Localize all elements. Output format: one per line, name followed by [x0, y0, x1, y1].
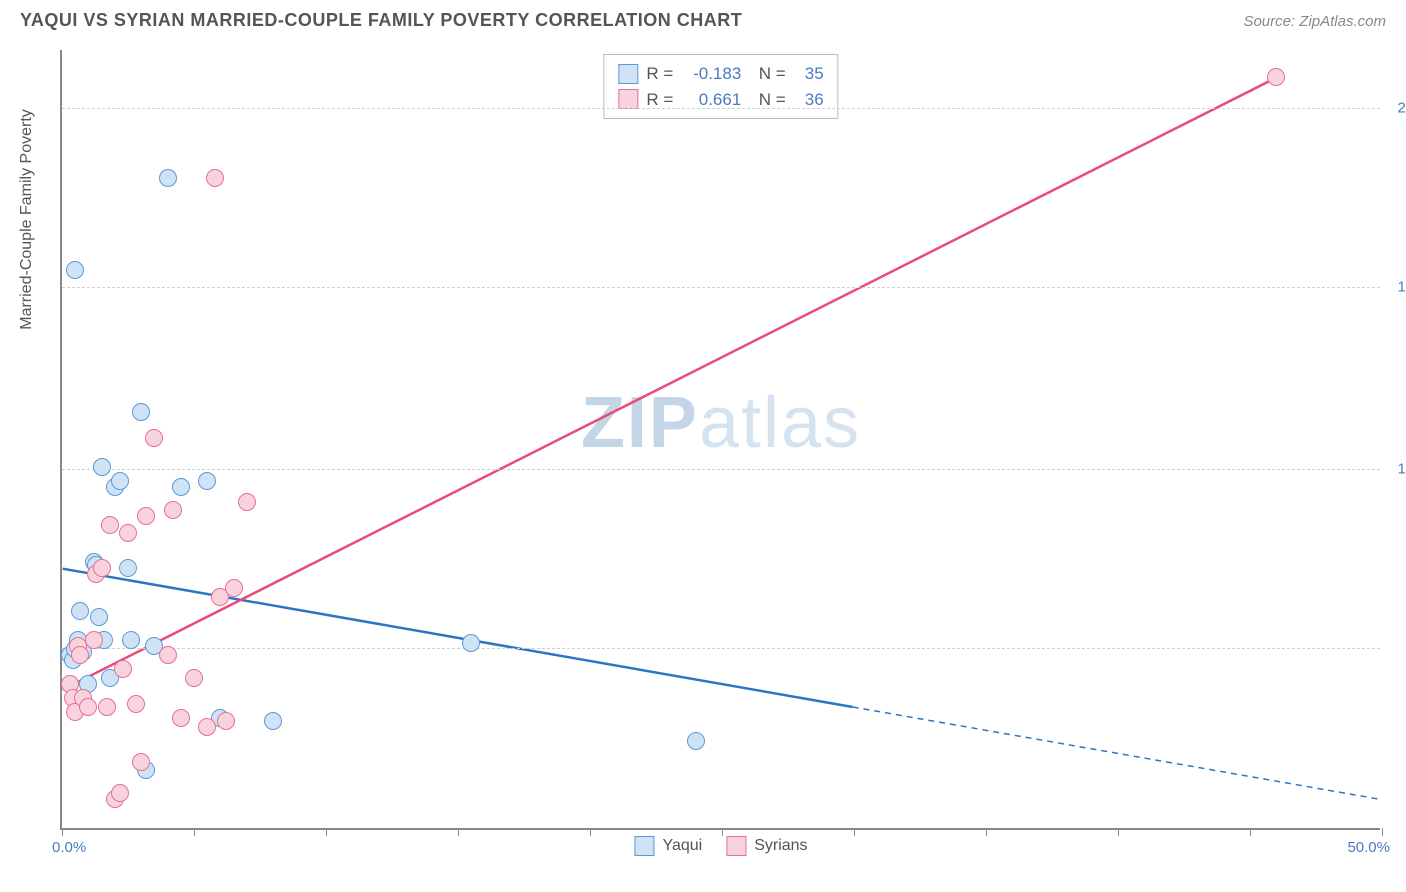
data-point	[119, 559, 137, 577]
data-point	[90, 608, 108, 626]
x-tick	[62, 828, 63, 836]
data-point	[119, 524, 137, 542]
data-point	[145, 429, 163, 447]
data-point	[127, 695, 145, 713]
data-point	[185, 669, 203, 687]
watermark: ZIPatlas	[581, 382, 861, 464]
x-tick	[722, 828, 723, 836]
legend-row-yaqui: R = -0.183 N = 35	[618, 61, 823, 87]
data-point	[122, 631, 140, 649]
plot-area: ZIPatlas R = -0.183 N = 35 R = 0.661 N =…	[60, 50, 1380, 830]
data-point	[111, 472, 129, 490]
data-point	[132, 753, 150, 771]
x-tick	[1250, 828, 1251, 836]
data-point	[111, 784, 129, 802]
r-value-yaqui: -0.183	[681, 61, 741, 87]
trend-line	[63, 79, 1274, 690]
chart-header: YAQUI VS SYRIAN MARRIED-COUPLE FAMILY PO…	[0, 0, 1406, 39]
data-point	[137, 507, 155, 525]
x-tick-label-max: 50.0%	[1347, 839, 1390, 856]
data-point	[85, 631, 103, 649]
data-point	[159, 646, 177, 664]
legend-item-syrians: Syrians	[726, 836, 807, 856]
correlation-legend: R = -0.183 N = 35 R = 0.661 N = 36	[603, 54, 838, 119]
gridline	[62, 469, 1380, 470]
x-tick	[458, 828, 459, 836]
n-value-yaqui: 35	[794, 61, 824, 87]
series-legend: Yaqui Syrians	[634, 836, 807, 856]
x-tick	[1382, 828, 1383, 836]
chart-title: YAQUI VS SYRIAN MARRIED-COUPLE FAMILY PO…	[20, 10, 742, 31]
watermark-light: atlas	[699, 383, 861, 463]
x-tick	[194, 828, 195, 836]
data-point	[98, 698, 116, 716]
x-tick	[326, 828, 327, 836]
data-point	[132, 403, 150, 421]
watermark-bold: ZIP	[581, 383, 699, 463]
x-tick-label-min: 0.0%	[52, 839, 86, 856]
data-point	[225, 579, 243, 597]
y-tick-label: 18.8%	[1385, 278, 1406, 295]
data-point	[198, 472, 216, 490]
trend-line	[63, 569, 853, 707]
data-point	[114, 660, 132, 678]
y-axis-label: Married-Couple Family Poverty	[18, 109, 36, 330]
data-point	[66, 261, 84, 279]
data-point	[172, 478, 190, 496]
data-point	[462, 634, 480, 652]
gridline	[62, 108, 1380, 109]
data-point	[198, 718, 216, 736]
data-point	[172, 709, 190, 727]
y-tick-label: 25.0%	[1385, 99, 1406, 116]
legend-item-yaqui: Yaqui	[634, 836, 702, 856]
legend-label-yaqui: Yaqui	[662, 837, 702, 855]
data-point	[687, 732, 705, 750]
legend-label-syrians: Syrians	[754, 837, 807, 855]
data-point	[164, 501, 182, 519]
chart-source: Source: ZipAtlas.com	[1243, 13, 1386, 30]
x-tick	[854, 828, 855, 836]
y-tick-label: 12.5%	[1385, 460, 1406, 477]
data-point	[238, 493, 256, 511]
gridline	[62, 648, 1380, 649]
trend-lines	[62, 50, 1380, 828]
x-tick	[986, 828, 987, 836]
data-point	[1267, 68, 1285, 86]
x-tick	[1118, 828, 1119, 836]
data-point	[217, 712, 235, 730]
data-point	[264, 712, 282, 730]
swatch-yaqui	[618, 64, 638, 84]
data-point	[79, 698, 97, 716]
legend-swatch-yaqui	[634, 836, 654, 856]
x-tick	[590, 828, 591, 836]
legend-swatch-syrians	[726, 836, 746, 856]
data-point	[93, 559, 111, 577]
data-point	[93, 458, 111, 476]
swatch-syrians	[618, 89, 638, 109]
data-point	[101, 516, 119, 534]
y-tick-label: 6.3%	[1385, 640, 1406, 657]
trend-extension	[853, 707, 1380, 799]
data-point	[206, 169, 224, 187]
data-point	[71, 602, 89, 620]
data-point	[159, 169, 177, 187]
gridline	[62, 287, 1380, 288]
data-point	[71, 646, 89, 664]
